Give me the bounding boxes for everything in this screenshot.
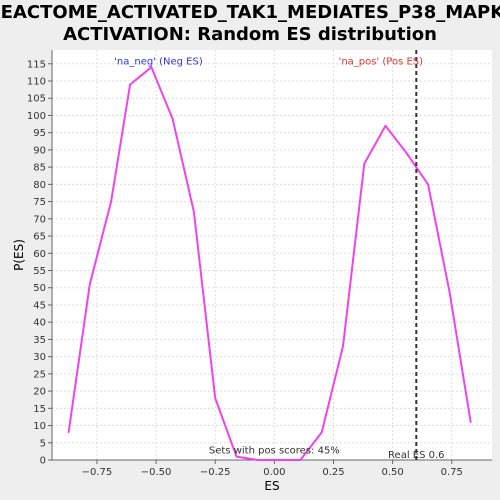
data-point <box>214 397 217 399</box>
y-tick-label: 80 <box>33 180 46 191</box>
y-tick-label: 30 <box>33 352 46 363</box>
data-point <box>278 459 280 461</box>
data-point <box>150 66 153 69</box>
data-point <box>193 211 195 213</box>
y-tick-label: 70 <box>33 214 46 225</box>
x-tick-label: 0.50 <box>382 467 404 478</box>
y-tick-label: 0 <box>40 456 46 467</box>
y-tick-label: 40 <box>33 318 46 329</box>
x-axis-label: ES <box>264 479 279 493</box>
series-layer <box>67 66 472 461</box>
data-point <box>235 455 238 458</box>
x-tick-label: 0.25 <box>322 467 344 478</box>
annotation-label: Sets with pos scores: 45% <box>209 446 340 457</box>
y-tick-label: 95 <box>33 128 46 139</box>
data-point <box>257 459 259 461</box>
data-point <box>67 431 70 434</box>
y-tick-label: 60 <box>33 249 46 260</box>
data-point <box>89 283 91 286</box>
annotations: 'na_neg' (Neg ES) 'na_pos' (Pos ES) Sets w… <box>114 50 445 461</box>
chart-title-line1: REACTOME_ACTIVATED_TAK1_MEDIATES_P38_MAP… <box>0 2 500 23</box>
y-tick-label: 90 <box>33 145 46 156</box>
data-point <box>406 152 408 155</box>
data-point <box>384 124 387 127</box>
y-tick-label: 15 <box>33 404 46 415</box>
y-tick-label: 75 <box>33 197 46 208</box>
y-tick-label: 45 <box>33 300 46 311</box>
y-tick-label: 110 <box>27 77 46 88</box>
annotation-label: 'na_pos' (Pos ES) <box>339 56 424 67</box>
x-tick-label: 0.00 <box>263 467 285 478</box>
y-tick-label: 10 <box>33 421 46 432</box>
annotation-label: 'na_neg' (Neg ES) <box>114 56 203 67</box>
data-point <box>320 431 323 434</box>
data-point <box>448 290 451 292</box>
y-tick-label: 65 <box>33 232 46 243</box>
series-line <box>67 66 472 461</box>
y-axis-label: P(ES) <box>12 239 26 271</box>
y-tick-label: 55 <box>33 266 46 277</box>
axes: 0 5 10 15 20 25 30 35 40 45 50 55 60 65 70 75 80 85 90 95 10… <box>27 50 492 478</box>
data-point <box>469 421 472 423</box>
y-tick-label: 25 <box>33 369 46 380</box>
y-tick-label: 85 <box>33 163 46 174</box>
plot-area <box>52 50 492 460</box>
y-tick-label: 5 <box>40 438 46 449</box>
data-point <box>110 200 112 203</box>
data-point <box>342 345 344 348</box>
x-tick-label: −0.75 <box>82 467 113 478</box>
x-tick-label: −0.25 <box>200 467 231 478</box>
data-point <box>129 83 131 86</box>
y-tick-label: 35 <box>33 335 46 346</box>
annotation-label: Real ES 0.6 <box>388 450 444 461</box>
data-point <box>171 118 174 120</box>
y-tick-label: 100 <box>27 111 46 122</box>
y-tick-label: 20 <box>33 387 46 398</box>
data-point <box>299 459 302 461</box>
data-point <box>427 183 429 186</box>
x-tick-label: 0.75 <box>441 467 463 478</box>
chart-title-line2: ACTIVATION: Random ES distribution <box>63 24 437 45</box>
y-tick-label: 115 <box>27 59 46 70</box>
y-tick-label: 105 <box>27 94 46 105</box>
y-tick-label: 50 <box>33 283 46 294</box>
data-point <box>363 162 366 165</box>
x-tick-label: −0.50 <box>141 467 172 478</box>
